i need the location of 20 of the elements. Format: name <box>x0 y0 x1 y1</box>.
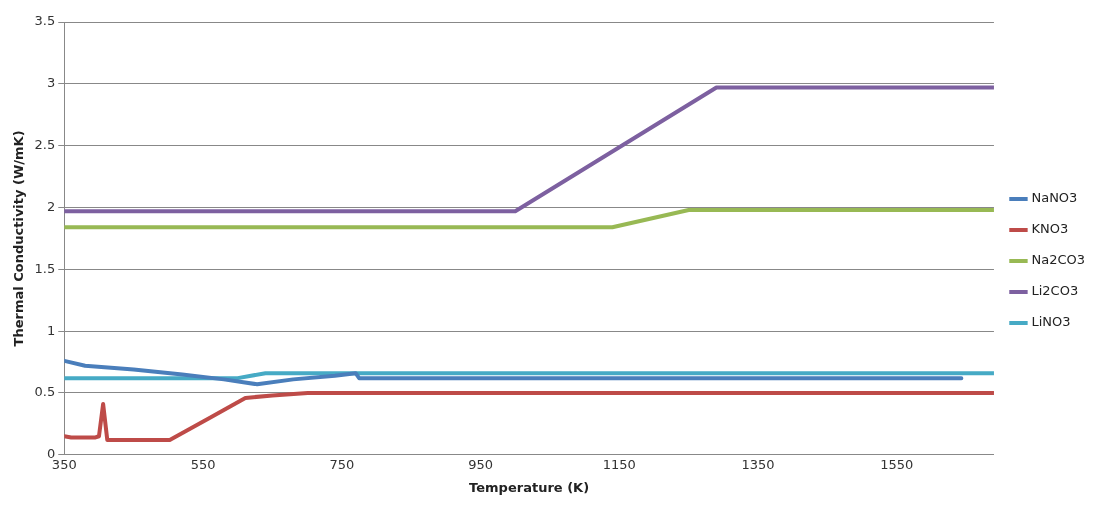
x-tick-label: 950 <box>468 456 493 472</box>
legend-label: LiNO3 <box>1031 314 1071 330</box>
y-tick-label: 1 <box>46 322 56 338</box>
x-tick-label: 750 <box>329 456 355 472</box>
x-axis-title: Temperature (K) <box>469 479 590 495</box>
legend-label: NaNO3 <box>1031 190 1078 206</box>
y-tick-label: 0.5 <box>34 384 56 400</box>
legend-label: Na2CO3 <box>1031 252 1085 268</box>
x-tick-label: 1350 <box>741 456 775 472</box>
legend-label: Li2CO3 <box>1031 283 1079 299</box>
y-axis-title: Thermal Conductivity (W/mK) <box>11 130 27 347</box>
x-tick-label: 550 <box>190 456 216 472</box>
x-tick-label: 1550 <box>880 456 914 472</box>
legend-label: KNO3 <box>1031 221 1069 237</box>
x-tick-label: 1150 <box>602 456 636 472</box>
y-tick-label: 1.5 <box>34 260 56 276</box>
y-tick-label: 3.5 <box>34 13 56 29</box>
y-tick-label: 2 <box>46 198 56 214</box>
y-tick-label: 2.5 <box>34 137 56 153</box>
y-tick-label: 3 <box>46 75 56 91</box>
